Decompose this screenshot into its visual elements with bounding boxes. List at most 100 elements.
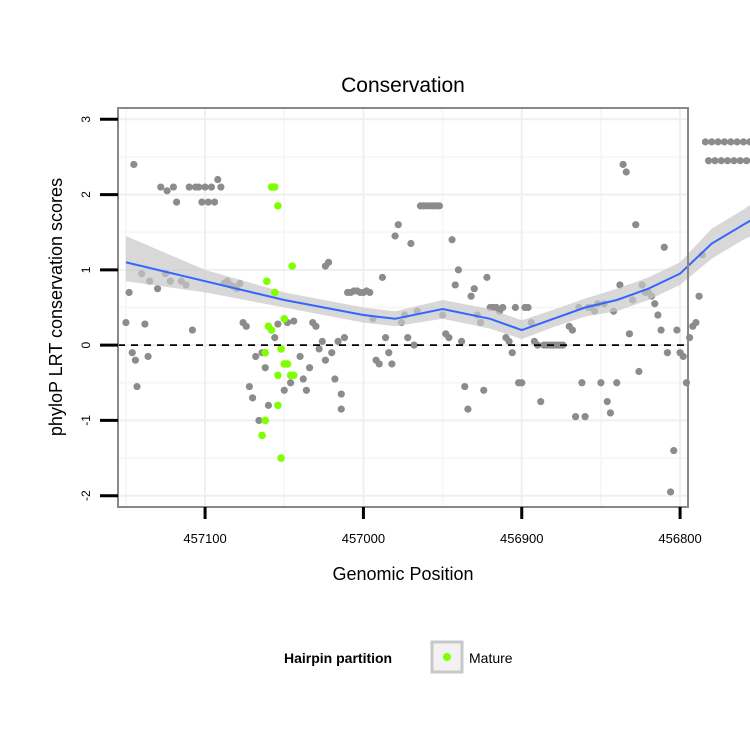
data-point <box>736 157 744 165</box>
data-point <box>742 157 750 165</box>
smooth-line <box>125 219 750 332</box>
data-point <box>315 345 323 353</box>
data-point <box>125 288 133 297</box>
data-point <box>340 334 349 342</box>
data-point <box>717 157 725 165</box>
data-point <box>321 356 330 364</box>
data-point <box>337 390 345 398</box>
x-tick-label: 457100 <box>183 531 226 546</box>
data-point <box>457 337 466 345</box>
data-point <box>701 138 710 146</box>
data-point <box>163 187 171 195</box>
data-point <box>245 382 254 391</box>
data-point <box>657 326 665 334</box>
data-point <box>261 364 269 372</box>
data-point <box>733 138 741 146</box>
data-point <box>195 183 203 191</box>
data-point <box>518 379 526 387</box>
data-point <box>670 446 678 455</box>
data-point <box>537 398 545 406</box>
data-point <box>131 356 140 364</box>
data-point <box>720 138 729 146</box>
data-point <box>328 349 336 357</box>
data-point <box>524 303 532 312</box>
data-point <box>312 322 320 330</box>
data-point <box>597 379 605 387</box>
data-point <box>704 157 713 165</box>
data-point <box>673 326 681 334</box>
data-point <box>299 375 307 383</box>
data-point <box>290 317 298 325</box>
data-point <box>217 183 225 191</box>
data-point <box>334 337 342 345</box>
y-tick-label: -2 <box>79 490 93 501</box>
x-tick-label: 456800 <box>658 531 701 546</box>
data-point <box>318 337 326 345</box>
data-point <box>204 198 212 206</box>
legend-label-mature: Mature <box>469 650 513 666</box>
data-point <box>201 183 209 191</box>
data-point <box>451 281 459 289</box>
mature-point <box>274 371 282 380</box>
data-point <box>391 232 399 240</box>
y-tick-label: 1 <box>79 266 93 273</box>
data-point <box>505 337 513 345</box>
mature-point <box>274 401 282 410</box>
plot-area: 457100 457000 456900 456800 -2 -1 0 1 2 3 <box>79 107 750 546</box>
data-point <box>153 285 162 293</box>
data-point <box>445 334 453 342</box>
mature-point <box>263 277 271 285</box>
y-tick-label: -1 <box>79 415 93 426</box>
mature-point <box>261 416 270 425</box>
data-point <box>210 198 219 206</box>
data-point <box>619 160 627 169</box>
chart-title: Conservation <box>341 74 465 97</box>
legend: Hairpin partition Mature <box>284 640 513 674</box>
mature-point <box>289 371 298 380</box>
data-point <box>296 352 304 361</box>
data-point <box>651 300 659 308</box>
data-point <box>739 138 748 146</box>
data-point <box>708 138 716 146</box>
mature-point <box>258 431 266 440</box>
mature-point <box>261 348 270 357</box>
data-point <box>625 330 634 338</box>
data-point <box>666 488 675 496</box>
data-point <box>632 221 640 229</box>
data-point <box>723 157 732 165</box>
data-point <box>280 386 288 394</box>
data-point <box>730 157 738 165</box>
data-point <box>274 320 282 328</box>
data-point <box>461 382 469 391</box>
data-point <box>381 334 390 342</box>
data-point <box>302 386 311 394</box>
x-tick-label: 456900 <box>500 531 543 546</box>
data-point <box>198 198 206 206</box>
data-point <box>185 183 193 191</box>
data-point <box>448 236 456 244</box>
data-point <box>467 292 475 300</box>
y-axis-label: phyloP LRT conservation scores <box>46 178 66 436</box>
data-point <box>286 379 295 387</box>
data-point <box>394 221 402 229</box>
data-point <box>252 352 260 361</box>
data-point <box>366 288 374 297</box>
data-point <box>248 394 257 402</box>
mature-point <box>270 288 279 297</box>
data-point <box>603 398 611 406</box>
data-point <box>727 138 735 146</box>
data-point <box>692 318 700 327</box>
data-point <box>255 416 263 425</box>
data-point <box>499 303 507 312</box>
data-point <box>616 281 624 289</box>
data-point <box>663 349 672 357</box>
data-point <box>581 413 589 421</box>
legend-title: Hairpin partition <box>284 650 392 666</box>
data-point <box>130 160 138 169</box>
data-point <box>172 198 181 206</box>
mature-point <box>280 314 289 323</box>
data-point <box>613 379 621 387</box>
y-tick-label: 2 <box>79 191 93 198</box>
data-point <box>133 382 141 391</box>
plot-border <box>117 107 689 508</box>
